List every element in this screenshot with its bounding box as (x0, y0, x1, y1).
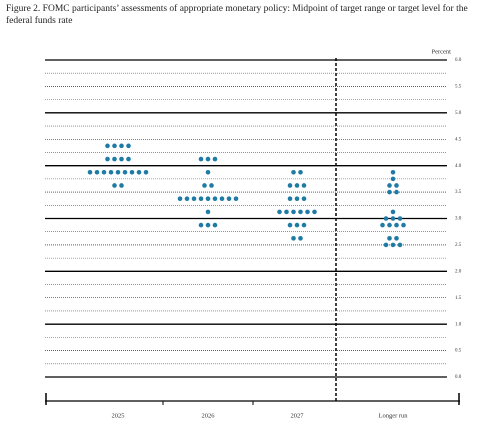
dot (209, 183, 214, 188)
dot (301, 183, 307, 188)
dot (390, 169, 396, 175)
y-tick-label: 4.0 (455, 164, 462, 169)
y-tick-label: 5.5 (455, 85, 462, 90)
dot (298, 236, 303, 241)
dot (108, 169, 114, 175)
dot (390, 216, 396, 221)
y-tick-label: 0.0 (455, 375, 462, 380)
y-tick-label: 1.5 (455, 296, 462, 301)
dot (394, 183, 399, 188)
dot (105, 156, 110, 162)
dot (387, 189, 392, 195)
dot (198, 196, 204, 201)
dot (291, 236, 296, 241)
y-tick-label: 3.5 (455, 190, 462, 195)
dot (87, 169, 93, 175)
dot (284, 209, 289, 215)
dot (119, 156, 124, 162)
dot (143, 169, 149, 175)
dot (287, 196, 293, 201)
dot (301, 222, 307, 228)
y-tick-label: 2.5 (455, 243, 462, 248)
dot (390, 176, 396, 182)
y-tick-label: 3.0 (455, 217, 462, 222)
dot (401, 222, 406, 228)
dot (119, 183, 124, 188)
dot (115, 169, 121, 175)
dot (305, 209, 310, 215)
dot (105, 143, 110, 149)
dot (205, 222, 211, 228)
dot (129, 169, 135, 175)
y-axis-label: Percent (432, 48, 452, 55)
dot (397, 216, 403, 221)
dot (112, 156, 117, 162)
dot (177, 196, 183, 201)
dot (383, 242, 389, 248)
dot (383, 216, 389, 221)
dot (287, 222, 293, 228)
dot (291, 209, 296, 215)
dot (298, 169, 303, 175)
dot (298, 209, 303, 215)
x-tick-label: Longer run (378, 412, 408, 419)
dot (205, 169, 211, 175)
dot (294, 196, 300, 201)
y-tick-label: 0.5 (455, 349, 462, 354)
dot (226, 196, 232, 201)
dot (112, 183, 117, 188)
dot (397, 242, 403, 248)
y-tick-label: 1.0 (455, 322, 462, 327)
dot (126, 143, 131, 149)
dot (387, 222, 392, 228)
dot (390, 209, 396, 215)
dot (101, 169, 107, 175)
dot (394, 189, 399, 195)
dot (198, 156, 204, 162)
dot (119, 143, 124, 149)
dot (191, 196, 197, 201)
dot (233, 196, 239, 201)
dot (212, 222, 218, 228)
dot (122, 169, 128, 175)
x-tick-label: 2026 (202, 412, 216, 419)
dot (205, 156, 211, 162)
y-tick-label: 5.0 (455, 111, 462, 116)
dot (136, 169, 142, 175)
dot (202, 183, 207, 188)
dot (387, 183, 392, 188)
dot (198, 222, 204, 228)
y-tick-label: 2.0 (455, 269, 462, 274)
chart-title: Figure 2. FOMC participants’ assessments… (6, 4, 468, 26)
dot (205, 196, 211, 201)
dot (301, 196, 307, 201)
dot (387, 236, 392, 241)
dot (126, 156, 131, 162)
dot (277, 209, 282, 215)
y-tick-label: 6.0 (455, 58, 462, 63)
dot (112, 143, 117, 149)
dot (390, 242, 396, 248)
dot (394, 222, 399, 228)
dot (291, 169, 296, 175)
dot (394, 236, 399, 241)
dot (380, 222, 385, 228)
x-tick-label: 2027 (291, 412, 305, 419)
dot (287, 183, 293, 188)
dot (205, 209, 211, 215)
dot (212, 196, 218, 201)
dot (212, 156, 218, 162)
dot (294, 222, 300, 228)
dot (219, 196, 225, 201)
dot (312, 209, 317, 215)
dot (94, 169, 100, 175)
y-tick-label: 4.5 (455, 137, 462, 142)
x-tick-label: 2025 (112, 412, 125, 419)
dot (184, 196, 190, 201)
dot (294, 183, 300, 188)
